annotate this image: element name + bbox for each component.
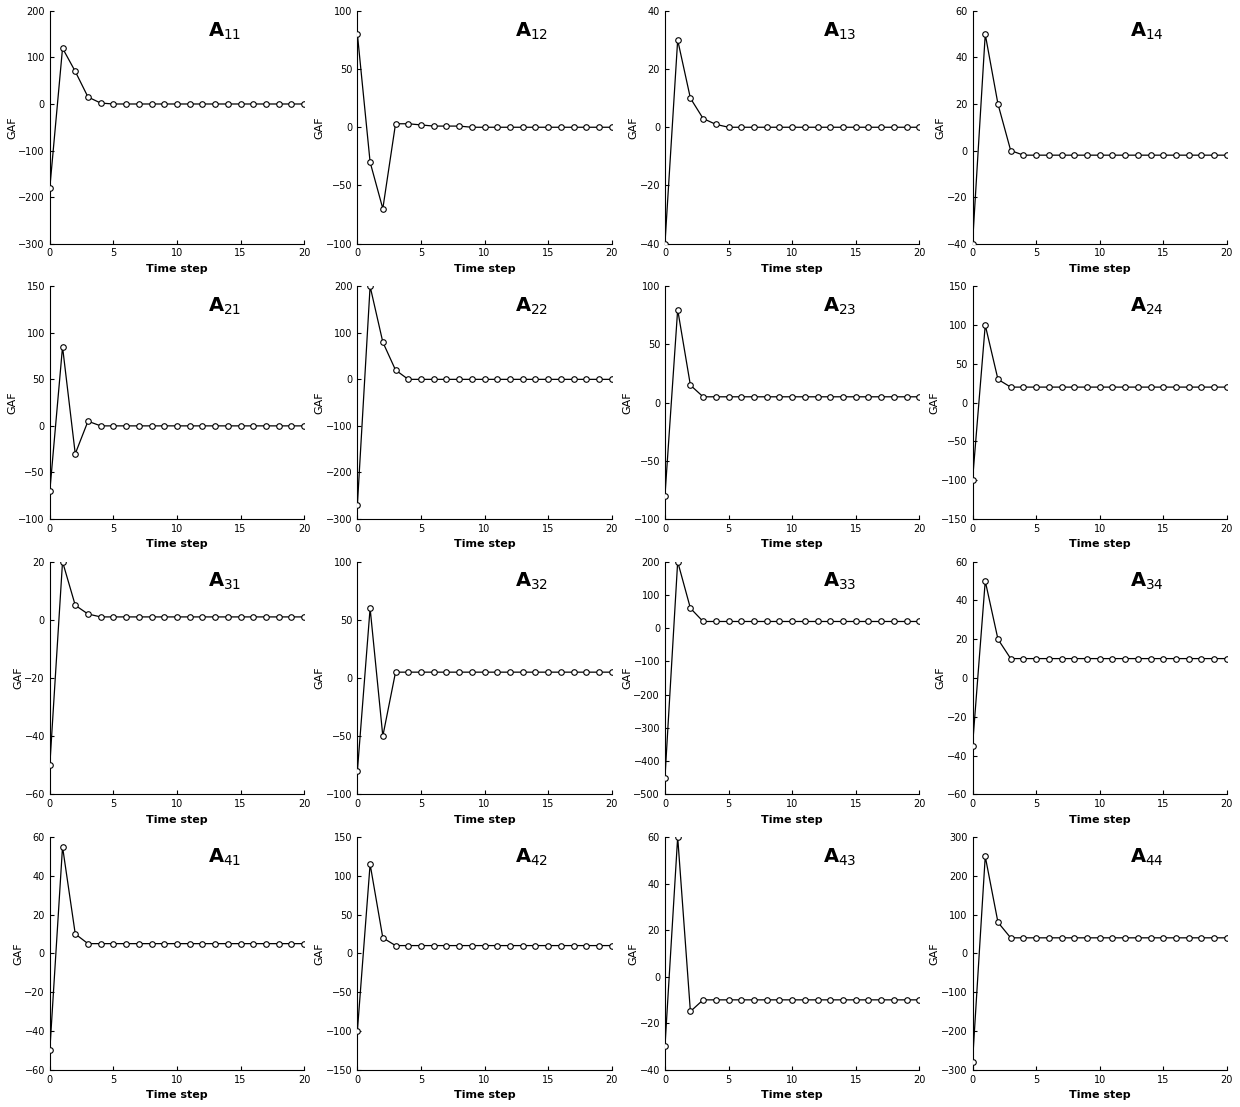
X-axis label: Time step: Time step: [454, 263, 516, 273]
Y-axis label: GAF: GAF: [629, 942, 639, 964]
Y-axis label: GAF: GAF: [14, 942, 24, 964]
X-axis label: Time step: Time step: [1069, 539, 1131, 549]
X-axis label: Time step: Time step: [761, 815, 823, 825]
Y-axis label: GAF: GAF: [7, 116, 17, 138]
Y-axis label: GAF: GAF: [930, 391, 940, 414]
Y-axis label: GAF: GAF: [315, 666, 325, 690]
Text: $\mathbf{A}_{12}$: $\mathbf{A}_{12}$: [515, 20, 548, 42]
Text: $\mathbf{A}_{22}$: $\mathbf{A}_{22}$: [515, 296, 548, 317]
Text: $\mathbf{A}_{32}$: $\mathbf{A}_{32}$: [515, 571, 548, 592]
Text: $\mathbf{A}_{21}$: $\mathbf{A}_{21}$: [207, 296, 241, 317]
Y-axis label: GAF: GAF: [936, 116, 946, 138]
X-axis label: Time step: Time step: [146, 263, 208, 273]
X-axis label: Time step: Time step: [1069, 815, 1131, 825]
Text: $\mathbf{A}_{11}$: $\mathbf{A}_{11}$: [207, 20, 241, 42]
Text: $\mathbf{A}_{14}$: $\mathbf{A}_{14}$: [1130, 20, 1164, 42]
Y-axis label: GAF: GAF: [622, 666, 632, 690]
Text: $\mathbf{A}_{44}$: $\mathbf{A}_{44}$: [1130, 847, 1164, 868]
X-axis label: Time step: Time step: [146, 1090, 208, 1100]
Text: $\mathbf{A}_{23}$: $\mathbf{A}_{23}$: [822, 296, 856, 317]
Text: $\mathbf{A}_{31}$: $\mathbf{A}_{31}$: [207, 571, 241, 592]
X-axis label: Time step: Time step: [146, 815, 208, 825]
X-axis label: Time step: Time step: [761, 539, 823, 549]
Y-axis label: GAF: GAF: [14, 666, 24, 690]
X-axis label: Time step: Time step: [761, 1090, 823, 1100]
Y-axis label: GAF: GAF: [315, 116, 325, 138]
X-axis label: Time step: Time step: [146, 539, 208, 549]
Y-axis label: GAF: GAF: [930, 942, 940, 964]
Text: $\mathbf{A}_{34}$: $\mathbf{A}_{34}$: [1130, 571, 1164, 592]
Text: $\mathbf{A}_{41}$: $\mathbf{A}_{41}$: [207, 847, 241, 868]
X-axis label: Time step: Time step: [454, 815, 516, 825]
X-axis label: Time step: Time step: [1069, 263, 1131, 273]
Text: $\mathbf{A}_{33}$: $\mathbf{A}_{33}$: [822, 571, 856, 592]
Y-axis label: GAF: GAF: [622, 391, 632, 414]
Text: $\mathbf{A}_{13}$: $\mathbf{A}_{13}$: [822, 20, 856, 42]
Y-axis label: GAF: GAF: [629, 116, 639, 138]
Y-axis label: GAF: GAF: [315, 391, 325, 414]
Text: $\mathbf{A}_{42}$: $\mathbf{A}_{42}$: [515, 847, 548, 868]
Text: $\mathbf{A}_{24}$: $\mathbf{A}_{24}$: [1130, 296, 1164, 317]
X-axis label: Time step: Time step: [454, 539, 516, 549]
Text: $\mathbf{A}_{43}$: $\mathbf{A}_{43}$: [822, 847, 856, 868]
Y-axis label: GAF: GAF: [7, 391, 17, 414]
Y-axis label: GAF: GAF: [936, 666, 946, 690]
Y-axis label: GAF: GAF: [315, 942, 325, 964]
X-axis label: Time step: Time step: [1069, 1090, 1131, 1100]
X-axis label: Time step: Time step: [454, 1090, 516, 1100]
X-axis label: Time step: Time step: [761, 263, 823, 273]
